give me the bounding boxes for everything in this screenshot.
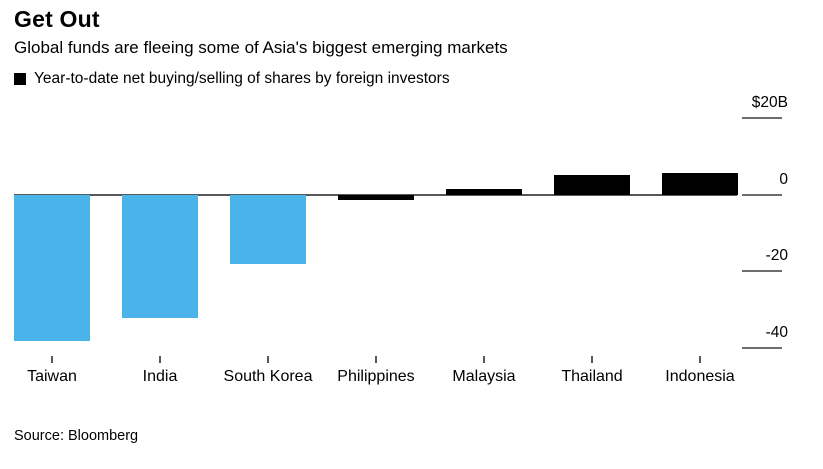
source-note: Source: Bloomberg	[14, 428, 139, 444]
chart-title: Get Out	[14, 6, 100, 32]
x-tick-malaysia	[483, 356, 485, 363]
y-tick-label--40: -40	[765, 324, 788, 342]
y-tick-label-0: 0	[779, 170, 788, 188]
bar-thailand	[554, 175, 630, 195]
category-label-malaysia: Malaysia	[452, 368, 516, 385]
x-tick-philippines	[375, 356, 377, 363]
category-label-indonesia: Indonesia	[665, 368, 735, 385]
x-axis-labels: Taiwan India South Korea Philippines Malaysi…	[14, 366, 737, 420]
plot-area	[14, 110, 738, 363]
bar-indonesia	[662, 173, 738, 195]
y-tick-label--20: -20	[765, 247, 788, 265]
y-tick-line--20	[742, 270, 782, 273]
y-axis: $20B 0 -20 -40	[740, 94, 788, 356]
legend-label: Year-to-date net buying/selling of share…	[34, 70, 450, 87]
x-tick-south-korea	[267, 356, 269, 363]
legend-marker-icon	[14, 73, 26, 85]
x-tick-india	[159, 356, 161, 363]
legend: Year-to-date net buying/selling of share…	[14, 70, 450, 88]
bar-india	[122, 194, 198, 318]
x-tick-indonesia	[699, 356, 701, 363]
bar-malaysia	[446, 188, 522, 195]
category-label-taiwan: Taiwan	[27, 368, 77, 385]
chart-subtitle: Global funds are fleeing some of Asia's …	[14, 38, 508, 57]
y-tick-label-20: $20B	[751, 93, 788, 111]
bar-taiwan	[14, 194, 90, 341]
category-label-thailand: Thailand	[561, 368, 623, 385]
x-tick-taiwan	[51, 356, 53, 363]
bar-philippines	[338, 194, 414, 201]
category-label-india: India	[142, 368, 178, 385]
x-tick-thailand	[591, 356, 593, 363]
category-label-philippines: Philippines	[337, 368, 415, 385]
bar-south-korea	[230, 194, 306, 264]
y-tick-line-20	[742, 116, 782, 119]
y-tick-line-0	[742, 193, 782, 196]
category-label-south-korea: South Korea	[223, 368, 313, 385]
y-tick-line--40	[742, 347, 782, 350]
